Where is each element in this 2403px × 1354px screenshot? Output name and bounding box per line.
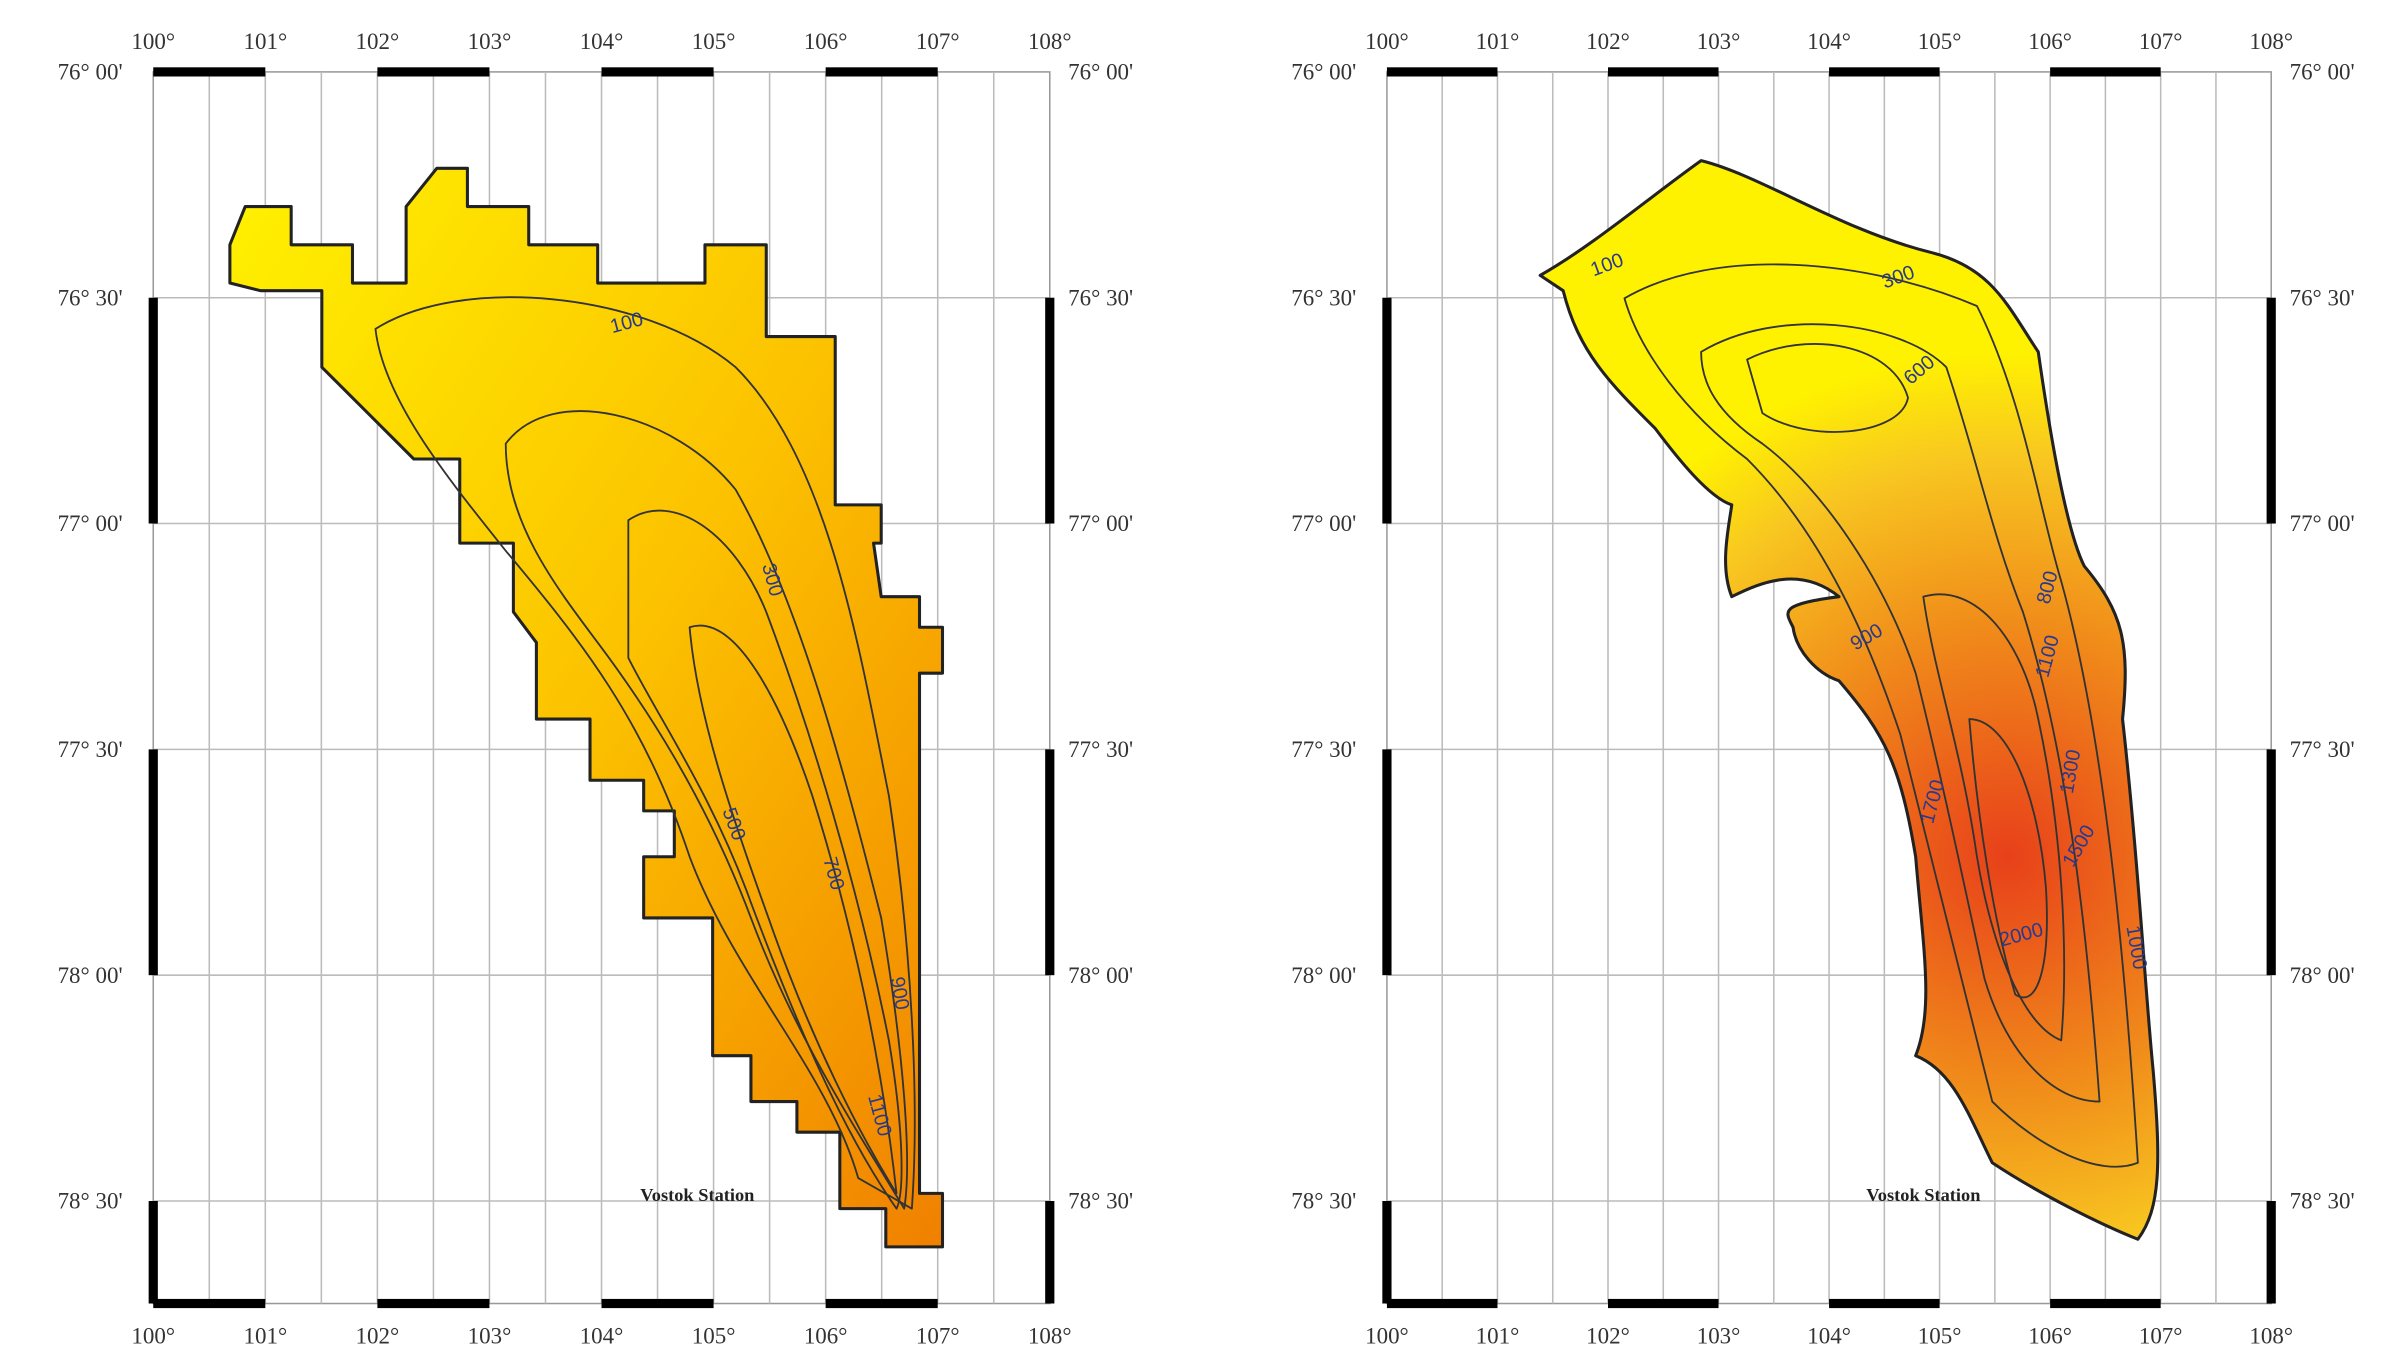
longitude-label: 107°: [2139, 29, 2183, 54]
longitude-label: 101°: [1476, 29, 1520, 54]
latitude-label: 77° 00': [1068, 511, 1133, 536]
longitude-label: 106°: [804, 1323, 848, 1348]
longitude-label: 107°: [916, 29, 960, 54]
longitude-label: 104°: [1807, 29, 1851, 54]
latitude-label: 78° 30': [1068, 1189, 1133, 1214]
longitude-label: 104°: [580, 29, 624, 54]
latitude-label: 76° 30': [1291, 285, 1356, 310]
longitude-label: 102°: [1586, 29, 1630, 54]
longitude-label: 103°: [468, 29, 512, 54]
border-segment: [153, 67, 265, 76]
border-segment: [602, 67, 714, 76]
latitude-label: 78° 00': [1068, 963, 1133, 988]
latitude-label: 78° 30': [2290, 1189, 2355, 1214]
longitude-label: 102°: [1586, 1323, 1630, 1348]
longitude-label: 105°: [692, 1323, 736, 1348]
longitude-label: 108°: [1028, 29, 1072, 54]
border-segment: [2050, 1299, 2161, 1308]
latitude-label: 77° 00': [2290, 511, 2355, 536]
longitude-label: 107°: [2139, 1323, 2183, 1348]
longitude-label: 101°: [1476, 1323, 1520, 1348]
station-label: Vostok Station: [640, 1185, 754, 1205]
border-segment: [1045, 1201, 1054, 1304]
border-segment: [1387, 67, 1498, 76]
border-segment: [153, 1299, 265, 1308]
longitude-label: 107°: [916, 1323, 960, 1348]
border-segment: [1045, 749, 1054, 975]
latitude-label: 77° 30': [58, 737, 123, 762]
latitude-label: 77° 30': [1068, 737, 1133, 762]
longitude-label: 100°: [1365, 29, 1409, 54]
latitude-label: 77° 30': [1291, 737, 1356, 762]
longitude-label: 103°: [468, 1323, 512, 1348]
longitude-label: 103°: [1697, 29, 1741, 54]
border-segment: [1608, 67, 1719, 76]
longitude-label: 105°: [1918, 1323, 1962, 1348]
longitude-label: 101°: [243, 29, 287, 54]
latitude-label: 77° 30': [2290, 737, 2355, 762]
border-segment: [1608, 1299, 1719, 1308]
latitude-label: 76° 30': [1068, 285, 1133, 310]
border-segment: [826, 67, 938, 76]
border-segment: [2267, 749, 2276, 975]
latitude-label: 78° 00': [58, 963, 123, 988]
longitude-label: 108°: [2249, 1323, 2293, 1348]
longitude-label: 103°: [1697, 1323, 1741, 1348]
latitude-label: 76° 00': [2290, 60, 2355, 85]
longitude-label: 105°: [1918, 29, 1962, 54]
latitude-label: 77° 00': [1291, 511, 1356, 536]
longitude-label: 100°: [131, 29, 175, 54]
latitude-label: 77° 00': [58, 511, 123, 536]
longitude-label: 100°: [1365, 1323, 1409, 1348]
longitude-label: 104°: [1807, 1323, 1851, 1348]
longitude-label: 108°: [2249, 29, 2293, 54]
latitude-label: 78° 30': [1291, 1189, 1356, 1214]
maps: 100° 100° 101° 101° 102° 102° 103° 103° 104° 104°…: [0, 0, 2403, 1354]
border-segment: [377, 1299, 489, 1308]
longitude-label: 102°: [356, 1323, 400, 1348]
border-segment: [2050, 67, 2161, 76]
border-segment: [1382, 298, 1391, 524]
station-label: Vostok Station: [1866, 1185, 1980, 1205]
latitude-label: 78° 00': [1291, 963, 1356, 988]
border-segment: [602, 1299, 714, 1308]
longitude-label: 100°: [131, 1323, 175, 1348]
latitude-label: 76° 30': [58, 285, 123, 310]
border-segment: [1829, 1299, 1940, 1308]
border-segment: [149, 1201, 158, 1304]
longitude-label: 104°: [580, 1323, 624, 1348]
border-segment: [826, 1299, 938, 1308]
border-segment: [149, 749, 158, 975]
page: {"maps":[ {"longitude_labels":["100°","1…: [0, 0, 2403, 1354]
longitude-label: 102°: [356, 29, 400, 54]
longitude-label: 106°: [2028, 1323, 2072, 1348]
border-segment: [1382, 749, 1391, 975]
longitude-label: 101°: [243, 1323, 287, 1348]
longitude-label: 108°: [1028, 1323, 1072, 1348]
border-segment: [1829, 67, 1940, 76]
latitude-label: 76° 00': [1068, 60, 1133, 85]
longitude-label: 106°: [804, 29, 848, 54]
border-segment: [1045, 298, 1054, 524]
border-segment: [149, 298, 158, 524]
latitude-label: 76° 00': [58, 60, 123, 85]
latitude-label: 78° 00': [2290, 963, 2355, 988]
border-segment: [2267, 1201, 2276, 1304]
latitude-label: 78° 30': [58, 1189, 123, 1214]
border-segment: [2267, 298, 2276, 524]
border-segment: [1382, 1201, 1391, 1304]
border-segment: [1387, 1299, 1498, 1308]
border-segment: [377, 67, 489, 76]
latitude-label: 76° 00': [1291, 60, 1356, 85]
longitude-label: 105°: [692, 29, 736, 54]
latitude-label: 76° 30': [2290, 285, 2355, 310]
longitude-label: 106°: [2028, 29, 2072, 54]
